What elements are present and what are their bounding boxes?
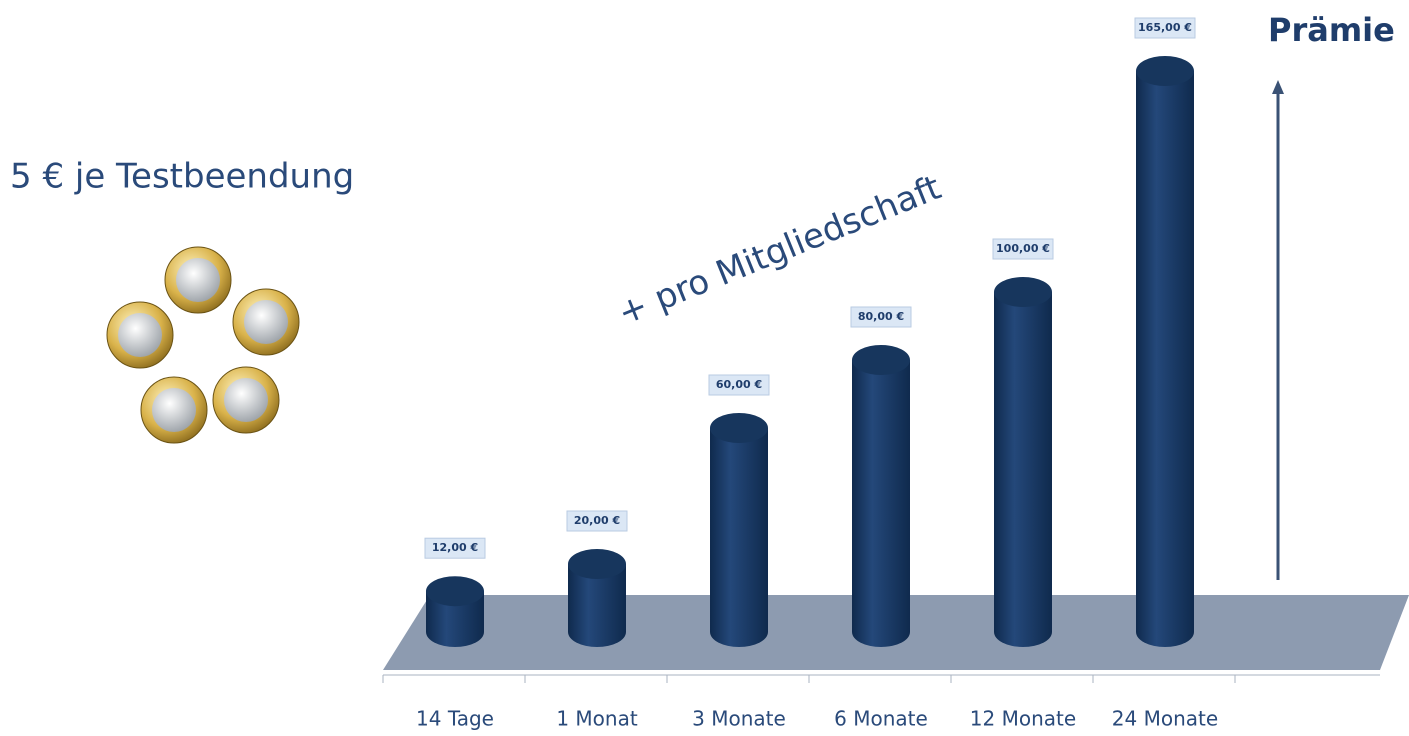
bar-top xyxy=(426,576,484,607)
bar-body xyxy=(1136,71,1194,647)
bar xyxy=(426,576,484,647)
value-label: 60,00 € xyxy=(716,378,762,391)
coins xyxy=(106,246,300,444)
bar xyxy=(1136,56,1194,647)
value-label-box xyxy=(424,537,486,559)
bar xyxy=(710,413,768,647)
arrow-head xyxy=(1272,80,1284,94)
bar xyxy=(568,549,626,647)
x-tick-label: 12 Monate xyxy=(970,707,1076,731)
annotation: Prämie xyxy=(1268,11,1395,49)
value-label-box xyxy=(708,374,770,396)
value-label: 12,00 € xyxy=(432,541,478,554)
x-tick-label: 24 Monate xyxy=(1112,707,1218,731)
bar-body xyxy=(426,591,484,647)
value-label-box xyxy=(992,238,1054,260)
bar-body xyxy=(852,360,910,647)
value-label: 100,00 € xyxy=(996,242,1050,255)
value-label: 20,00 € xyxy=(574,514,620,527)
x-tick-label: 3 Monate xyxy=(692,707,786,731)
x-tick-label: 1 Monat xyxy=(556,707,638,731)
value-label-box xyxy=(566,510,628,532)
bar-top xyxy=(710,413,768,443)
bar xyxy=(852,345,910,647)
value-label-box xyxy=(1134,17,1196,39)
x-tick-label: 14 Tage xyxy=(416,707,494,731)
value-label-box xyxy=(850,306,912,328)
bar-top xyxy=(568,549,626,579)
value-label: 165,00 € xyxy=(1138,21,1192,34)
annotation: 5 € je Testbeendung xyxy=(10,157,354,197)
x-tick-label: 6 Monate xyxy=(834,707,928,731)
bar-body xyxy=(994,292,1052,647)
bar xyxy=(994,277,1052,647)
bar-top xyxy=(852,345,910,375)
bar-body xyxy=(568,564,626,647)
bar-top xyxy=(1136,56,1194,86)
bar-body xyxy=(710,428,768,647)
bar-top xyxy=(994,277,1052,307)
value-label: 80,00 € xyxy=(858,310,904,323)
